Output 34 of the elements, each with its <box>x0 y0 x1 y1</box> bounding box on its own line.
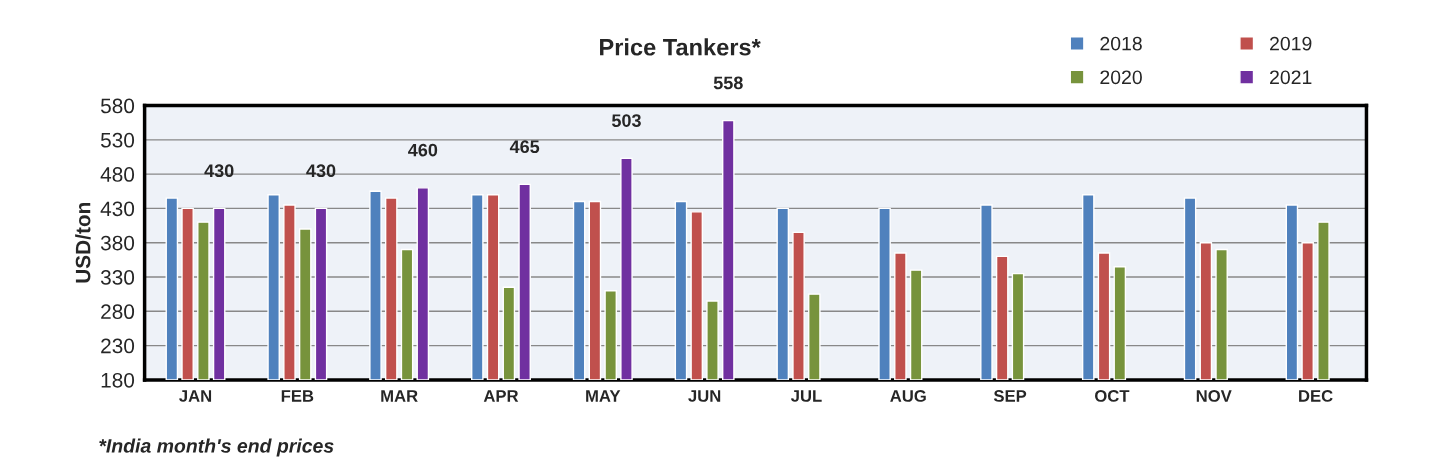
y-tick-label: 180 <box>101 372 135 388</box>
y-tick-label: 580 <box>100 98 135 114</box>
y-tick-label: 530 <box>100 132 135 148</box>
y-tick-label: 330 <box>100 270 135 285</box>
data-label: 558 <box>713 76 743 90</box>
y-tick-label: 430 <box>100 201 135 217</box>
y-axis-title: USD/ton <box>75 202 91 283</box>
legend-label: 2020 <box>1100 70 1142 85</box>
y-tick-label: 380 <box>100 235 135 251</box>
legend-label: 2019 <box>1270 36 1312 51</box>
x-tick-label: SEP <box>993 390 1027 402</box>
x-tick-label: MAY <box>586 390 621 402</box>
x-tick-label: MAR <box>381 390 418 402</box>
y-tick-label: 480 <box>100 167 135 182</box>
data-label: 465 <box>509 140 540 154</box>
x-tick-label: JAN <box>179 390 212 402</box>
legend-label: 2021 <box>1270 70 1312 85</box>
y-tick-label: 230 <box>101 338 135 354</box>
text: *India month's end prices <box>99 438 334 457</box>
x-tick-label: JUL <box>790 390 822 402</box>
data-label: 430 <box>306 164 336 178</box>
legend-label: 2018 <box>1100 36 1142 51</box>
data-label: 503 <box>611 114 641 128</box>
x-tick-label: APR <box>483 390 519 402</box>
x-tick-label: NOV <box>1196 390 1232 402</box>
x-tick-label: FEB <box>281 390 314 402</box>
data-label: 460 <box>408 143 438 157</box>
x-tick-label: JUN <box>688 390 721 402</box>
x-tick-label: DEC <box>1299 390 1333 402</box>
x-tick-label: AUG <box>890 390 926 402</box>
chart-title: Price Tankers* <box>600 38 761 56</box>
data-label: 430 <box>204 164 234 178</box>
x-tick-label: OCT <box>1095 390 1130 402</box>
y-tick-label: 280 <box>101 304 135 320</box>
